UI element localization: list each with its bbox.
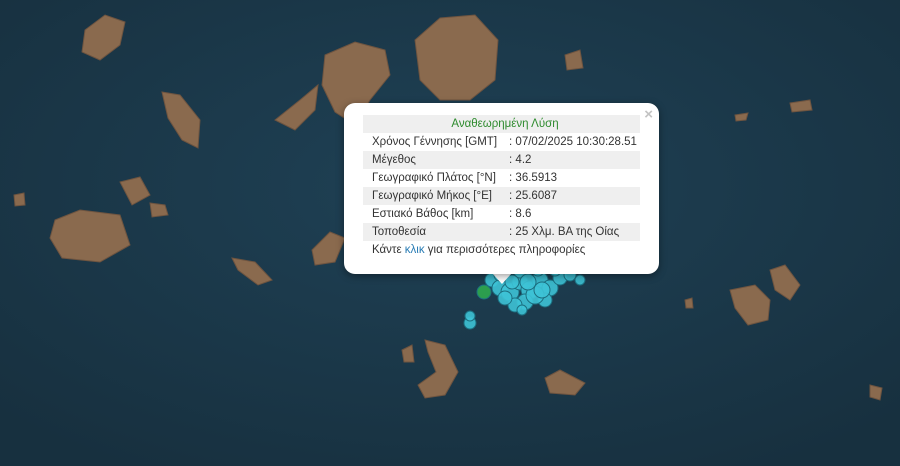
earthquake-marker[interactable] [574, 274, 586, 286]
detail-row: Τοποθεσία: 25 Χλμ. ΒΑ της Οίας [363, 223, 640, 241]
detail-row: Χρόνος Γέννησης [GMT] : 07/02/2025 10:30:… [363, 133, 640, 151]
earthquake-marker[interactable] [519, 273, 537, 291]
more-prefix: Κάντε [372, 244, 405, 256]
more-suffix: για περισσότερες πληροφορίες [424, 244, 586, 256]
island-amorgos-east [729, 284, 771, 326]
detail-value: : 36.5913 [509, 172, 558, 184]
detail-row: Γεωγραφικό Μήκος [°E]: 25.6087 [363, 187, 640, 205]
island-anafi [544, 369, 586, 396]
more-info-link[interactable]: κλικ [404, 244, 425, 256]
more-info: Κάντε κλικ για περισσότερες πληροφορίες [372, 244, 585, 256]
detail-value: : 4.2 [500, 151, 640, 169]
earthquake-marker[interactable] [464, 310, 476, 322]
island-sifnos [49, 209, 131, 263]
island-syros [161, 91, 201, 149]
island-ios [311, 231, 346, 266]
island-small-5 [869, 384, 883, 401]
detail-row: Εστιακό Βάθος [km] : 8.6 [363, 205, 640, 223]
earthquake-popup: × Αναθεωρημένη Λύση Χρόνος Γέννησης [GMT… [344, 103, 659, 274]
island-small-4 [734, 112, 749, 122]
popup-tip [492, 273, 512, 284]
detail-label: Χρόνος Γέννησης [GMT] [372, 136, 498, 148]
island-naxos [414, 14, 499, 101]
island-santorini [417, 339, 459, 399]
detail-row: Γεωγραφικό Πλάτος [°N] : 36.5913 [363, 169, 640, 187]
earthquake-marker[interactable] [497, 290, 513, 306]
island-thirasia [401, 344, 415, 363]
earthquake-marker[interactable] [516, 304, 528, 316]
island-small-1 [13, 192, 26, 207]
island-small-2 [564, 49, 584, 71]
island-tinos [321, 41, 391, 126]
island-kimolos [149, 202, 169, 218]
island-paros [274, 83, 319, 131]
island-sikinos [231, 257, 273, 286]
island-small-6 [684, 297, 694, 309]
earthquake-marker[interactable] [533, 281, 551, 299]
island-small-3 [789, 99, 813, 113]
island-andros [81, 14, 126, 61]
detail-label: Εστιακό Βάθος [km] [372, 208, 474, 220]
detail-label: Γεωγραφικό Μήκος [°E] [363, 187, 501, 205]
island-serifos [119, 176, 151, 206]
detail-value: : 25.6087 [500, 187, 640, 205]
close-icon[interactable]: × [644, 106, 653, 123]
island-astypalaia [769, 264, 801, 301]
detail-value: : 25 Χλμ. ΒΑ της Οίας [500, 223, 640, 241]
detail-label: Μέγεθος [363, 151, 501, 169]
detail-value: : 8.6 [509, 208, 532, 220]
popup-title: Αναθεωρημένη Λύση [363, 115, 640, 133]
latest-earthquake-marker[interactable] [476, 284, 492, 300]
earthquake-details-table: Αναθεωρημένη Λύση Χρόνος Γέννησης [GMT]:… [363, 115, 640, 241]
detail-label: Τοποθεσία [363, 223, 501, 241]
detail-row: Μέγεθος: 4.2 [363, 151, 640, 169]
detail-value: : 07/02/2025 10:30:28.51 [509, 136, 637, 148]
detail-label: Γεωγραφικό Πλάτος [°N] [372, 172, 496, 184]
